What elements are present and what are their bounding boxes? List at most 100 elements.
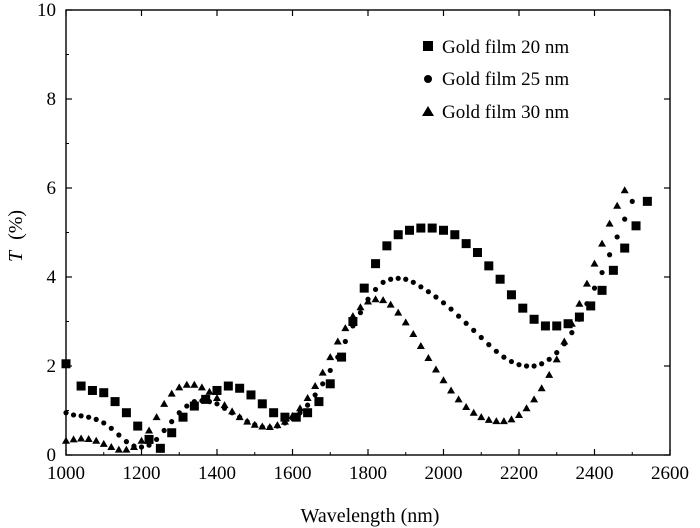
data-point-triangle: [235, 413, 244, 421]
data-point-circle: [531, 363, 537, 369]
data-point-circle: [425, 289, 431, 295]
data-point-circle: [486, 342, 492, 348]
data-point-square: [393, 230, 403, 240]
plot-border: [65, 9, 671, 456]
data-point-triangle: [409, 329, 418, 337]
data-point-triangle: [401, 318, 410, 326]
data-point-circle: [576, 316, 583, 322]
x-tick-label: 2600: [651, 463, 689, 484]
plot-frame: [65, 9, 671, 456]
data-point-square: [178, 412, 188, 422]
data-point-circle: [93, 416, 99, 422]
data-point-triangle: [341, 324, 350, 332]
data-point-square: [518, 303, 528, 313]
data-point-circle: [169, 419, 175, 425]
data-point-circle: [418, 284, 424, 290]
data-point-square: [642, 196, 652, 206]
data-point-triangle: [439, 376, 448, 384]
data-point-triangle: [462, 402, 471, 410]
data-point-triangle: [379, 296, 388, 304]
data-point-circle: [433, 294, 439, 300]
data-point-triangle: [296, 404, 305, 412]
data-point-square: [506, 290, 516, 300]
data-point-square: [303, 408, 313, 418]
data-point-circle: [448, 306, 454, 312]
data-point-circle: [478, 334, 484, 341]
data-point-triangle: [62, 436, 70, 444]
data-point-triangle: [190, 380, 199, 388]
data-point-triangle: [84, 434, 93, 442]
data-point-circle: [493, 348, 499, 354]
data-point-circle: [622, 216, 628, 222]
y-tick-label: 6: [47, 178, 57, 199]
data-point-triangle: [552, 355, 561, 363]
data-point-triangle: [280, 417, 289, 425]
data-point-triangle: [371, 295, 380, 303]
data-point-square: [427, 223, 437, 233]
data-point-triangle: [326, 353, 335, 361]
x-tick-label: 1200: [123, 463, 161, 484]
data-point-triangle: [220, 401, 229, 409]
data-point-triangle: [364, 297, 372, 305]
data-point-triangle: [205, 387, 214, 395]
data-point-circle: [327, 367, 333, 374]
y-tick-label: 4: [47, 267, 57, 288]
data-point-square: [484, 261, 494, 271]
data-point-circle: [584, 301, 590, 307]
data-point-triangle: [620, 186, 629, 194]
data-point-circle: [70, 412, 77, 418]
data-point-triangle: [69, 435, 78, 443]
data-point-square: [257, 399, 267, 409]
y-tick-label: 10: [37, 0, 56, 21]
data-point-triangle: [484, 415, 493, 423]
data-point-triangle: [605, 219, 614, 227]
data-point-square: [540, 321, 550, 331]
data-point-circle: [357, 310, 364, 316]
data-point-square: [631, 221, 641, 231]
data-point-square: [620, 243, 630, 253]
y-axis-unit: (%): [5, 210, 27, 240]
data-point-square: [495, 274, 505, 284]
data-point-triangle: [575, 299, 584, 307]
data-point-circle: [591, 285, 598, 291]
data-point-circle: [372, 286, 379, 293]
data-point-triangle: [175, 383, 184, 391]
data-point-square: [348, 317, 358, 326]
data-point-square: [529, 314, 539, 324]
y-tick-label: 8: [47, 89, 57, 110]
data-point-square: [99, 388, 109, 398]
legend-entry-30nm: Gold film 30 nm: [422, 102, 569, 123]
data-point-triangle: [590, 259, 599, 267]
data-point-circle: [380, 279, 386, 285]
data-point-triangle: [92, 436, 101, 444]
legend-label-30nm: Gold film 30 nm: [442, 102, 569, 123]
x-axis-title: Wavelength (nm): [301, 505, 440, 527]
data-point-triangle: [356, 303, 365, 311]
data-point-triangle: [477, 413, 486, 421]
data-point-square: [269, 408, 279, 418]
data-point-circle: [629, 198, 635, 204]
data-point-circle: [78, 413, 84, 419]
data-point-circle: [599, 269, 605, 276]
data-point-triangle: [303, 394, 312, 402]
data-point-circle: [108, 425, 114, 431]
data-point-circle: [388, 276, 394, 282]
axis-ticks: [65, 9, 671, 456]
data-point-triangle: [243, 417, 252, 425]
data-point-square: [563, 319, 573, 329]
data-point-triangle: [515, 410, 523, 418]
data-point-circle: [312, 392, 318, 398]
legend-marker-square: [423, 41, 433, 51]
data-point-square: [121, 408, 131, 418]
data-point-circle: [101, 420, 107, 426]
legend: Gold film 20 nm Gold film 25 nm Gold fil…: [422, 37, 569, 123]
data-point-circle: [154, 436, 160, 443]
data-point-circle: [335, 354, 341, 360]
data-point-square: [461, 239, 471, 249]
data-point-triangle: [122, 445, 131, 453]
data-point-circle: [176, 410, 182, 416]
legend-marker-circle: [424, 75, 432, 83]
data-point-triangle: [182, 380, 191, 388]
y-axis-title: T (%): [5, 210, 27, 262]
